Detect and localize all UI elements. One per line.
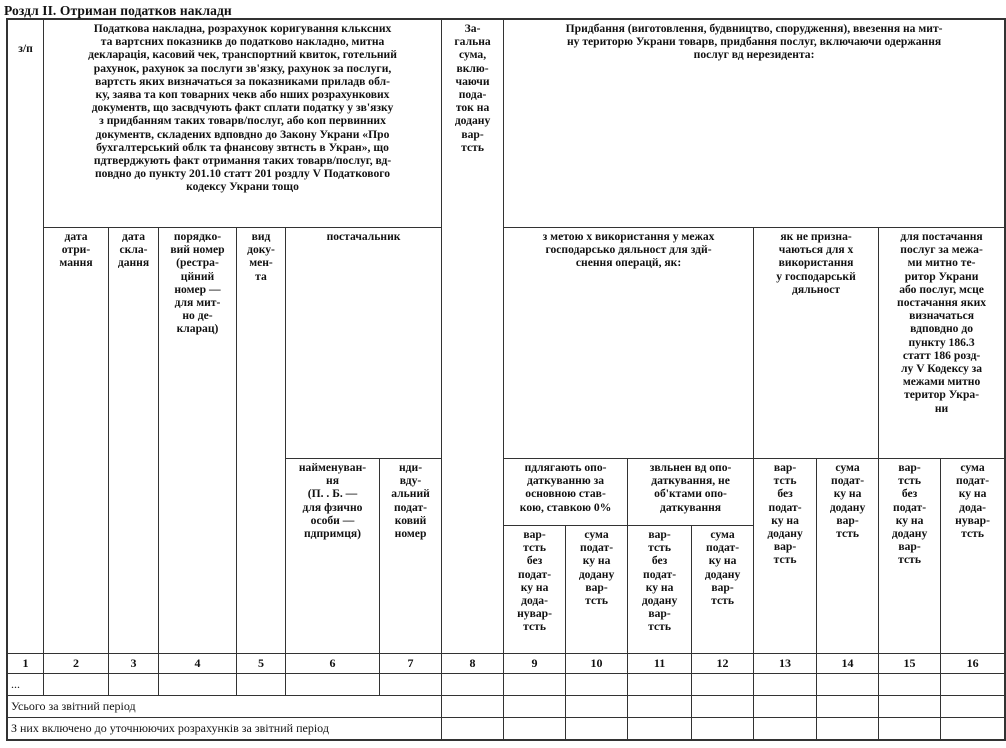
included-row: З них включено до уточнюючих розрахунків… bbox=[6, 717, 1006, 740]
included-label: З них включено до уточнюючих розрахунків… bbox=[6, 717, 443, 740]
column-number: 13 bbox=[753, 653, 818, 674]
empty-cell[interactable] bbox=[691, 673, 755, 696]
header-col9: вар- тсть без подат- ку на дода- нувар- … bbox=[503, 525, 567, 654]
header-business-use: з метою х використання у межах господарс… bbox=[503, 227, 755, 459]
column-number: 15 bbox=[878, 653, 942, 674]
total-row: Усього за звітний період bbox=[6, 695, 1006, 718]
empty-cell[interactable] bbox=[158, 673, 237, 696]
empty-cell[interactable] bbox=[378, 673, 443, 696]
empty-cell[interactable] bbox=[753, 695, 818, 718]
column-number: 3 bbox=[108, 653, 159, 674]
empty-cell[interactable] bbox=[878, 717, 942, 740]
header-col15: вар- тсть без подат- ку на додану вар- т… bbox=[878, 458, 942, 654]
header-purchase-group: Придбання (виготовлення, будвництво, спо… bbox=[503, 19, 1006, 228]
empty-cell[interactable] bbox=[940, 695, 1006, 718]
header-col13: вар- тсть без подат- ку на додану вар- т… bbox=[753, 458, 818, 654]
column-number: 6 bbox=[285, 653, 380, 674]
header-outside-customs: для постачання послуг за межа- ми митно … bbox=[878, 227, 1006, 459]
column-number: 7 bbox=[378, 653, 443, 674]
column-number: 4 bbox=[158, 653, 237, 674]
empty-cell[interactable] bbox=[108, 673, 159, 696]
empty-cell[interactable] bbox=[691, 695, 755, 718]
empty-cell[interactable] bbox=[441, 695, 505, 718]
column-number: 14 bbox=[816, 653, 880, 674]
empty-cell[interactable] bbox=[627, 695, 693, 718]
header-issue-date: дата скла- дання bbox=[108, 227, 159, 654]
empty-cell[interactable] bbox=[565, 717, 629, 740]
header-supplier-tax-id: нди- вду- альний подат- ковий номер bbox=[378, 458, 443, 654]
header-serial-number: порядко- вий номер (рестра- цйний номер … bbox=[158, 227, 237, 654]
header-col11: вар- тсть без подат- ку на додану вар- т… bbox=[627, 525, 693, 654]
empty-cell[interactable] bbox=[503, 673, 567, 696]
empty-cell[interactable] bbox=[565, 695, 629, 718]
empty-cell[interactable] bbox=[627, 673, 693, 696]
empty-cell[interactable] bbox=[753, 717, 818, 740]
empty-cell[interactable] bbox=[691, 717, 755, 740]
header-non-business: як не призна- чаються для х використання… bbox=[753, 227, 880, 459]
empty-cell[interactable] bbox=[503, 717, 567, 740]
empty-cell[interactable] bbox=[753, 673, 818, 696]
empty-cell[interactable] bbox=[565, 673, 629, 696]
empty-cell[interactable] bbox=[43, 673, 109, 696]
empty-cell[interactable] bbox=[503, 695, 567, 718]
header-exempt: звльнен вд опо- даткування, не об'ктами … bbox=[627, 458, 755, 526]
header-col12: сума подат- ку на додану вар- тсть bbox=[691, 525, 755, 654]
header-col10: сума подат- ку на додану вар- тсть bbox=[565, 525, 629, 654]
total-label: Усього за звітний період bbox=[6, 695, 443, 718]
column-number: 11 bbox=[627, 653, 693, 674]
column-number: 16 bbox=[940, 653, 1006, 674]
column-number: 1 bbox=[7, 653, 44, 674]
header-row-number: з/п bbox=[7, 19, 44, 654]
empty-cell[interactable] bbox=[940, 717, 1006, 740]
header-taxable: пдлягають опо- даткуванню за основною ст… bbox=[503, 458, 629, 526]
received-tax-invoices-table: з/п Податкова накладна, розрахунок кориг… bbox=[5, 18, 1006, 741]
header-col16: сума подат- ку на дода- нувар- тсть bbox=[940, 458, 1006, 654]
header-supplier-name: найменуван- ня (П. . Б. — для фзично осо… bbox=[285, 458, 380, 654]
column-number: 5 bbox=[236, 653, 286, 674]
empty-cell[interactable] bbox=[441, 717, 505, 740]
column-number: 12 bbox=[691, 653, 755, 674]
header-receipt-date: дата отри- мання bbox=[43, 227, 109, 654]
ellipsis-cell: ... bbox=[7, 673, 44, 696]
header-document-group: Податкова накладна, розрахунок коригуван… bbox=[42, 19, 443, 228]
empty-cell[interactable] bbox=[878, 695, 942, 718]
empty-cell[interactable] bbox=[940, 673, 1006, 696]
empty-cell[interactable] bbox=[441, 673, 505, 696]
column-number: 10 bbox=[565, 653, 629, 674]
empty-cell[interactable] bbox=[816, 695, 880, 718]
empty-cell[interactable] bbox=[236, 673, 286, 696]
column-number: 8 bbox=[441, 653, 505, 674]
header-document-type: вид доку- мен- та bbox=[236, 227, 286, 654]
empty-cell[interactable] bbox=[627, 717, 693, 740]
column-number: 9 bbox=[503, 653, 567, 674]
header-supplier: постачальник bbox=[284, 227, 443, 459]
column-numbers-row: 1 2 3 4 5 6 7 8 9 10 11 12 13 14 15 16 bbox=[7, 653, 1006, 674]
section-title: Роздл II. Отриман податков накладн bbox=[4, 3, 232, 18]
column-number: 2 bbox=[43, 653, 109, 674]
empty-cell[interactable] bbox=[285, 673, 380, 696]
table-row: ... bbox=[7, 673, 1006, 696]
empty-cell[interactable] bbox=[816, 717, 880, 740]
empty-cell[interactable] bbox=[878, 673, 942, 696]
empty-cell[interactable] bbox=[816, 673, 880, 696]
header-col14: сума подат- ку на додану вар- тсть bbox=[816, 458, 880, 654]
header-total-amount: За- гальна сума, вклю- чаючи пода- ток н… bbox=[441, 19, 505, 654]
